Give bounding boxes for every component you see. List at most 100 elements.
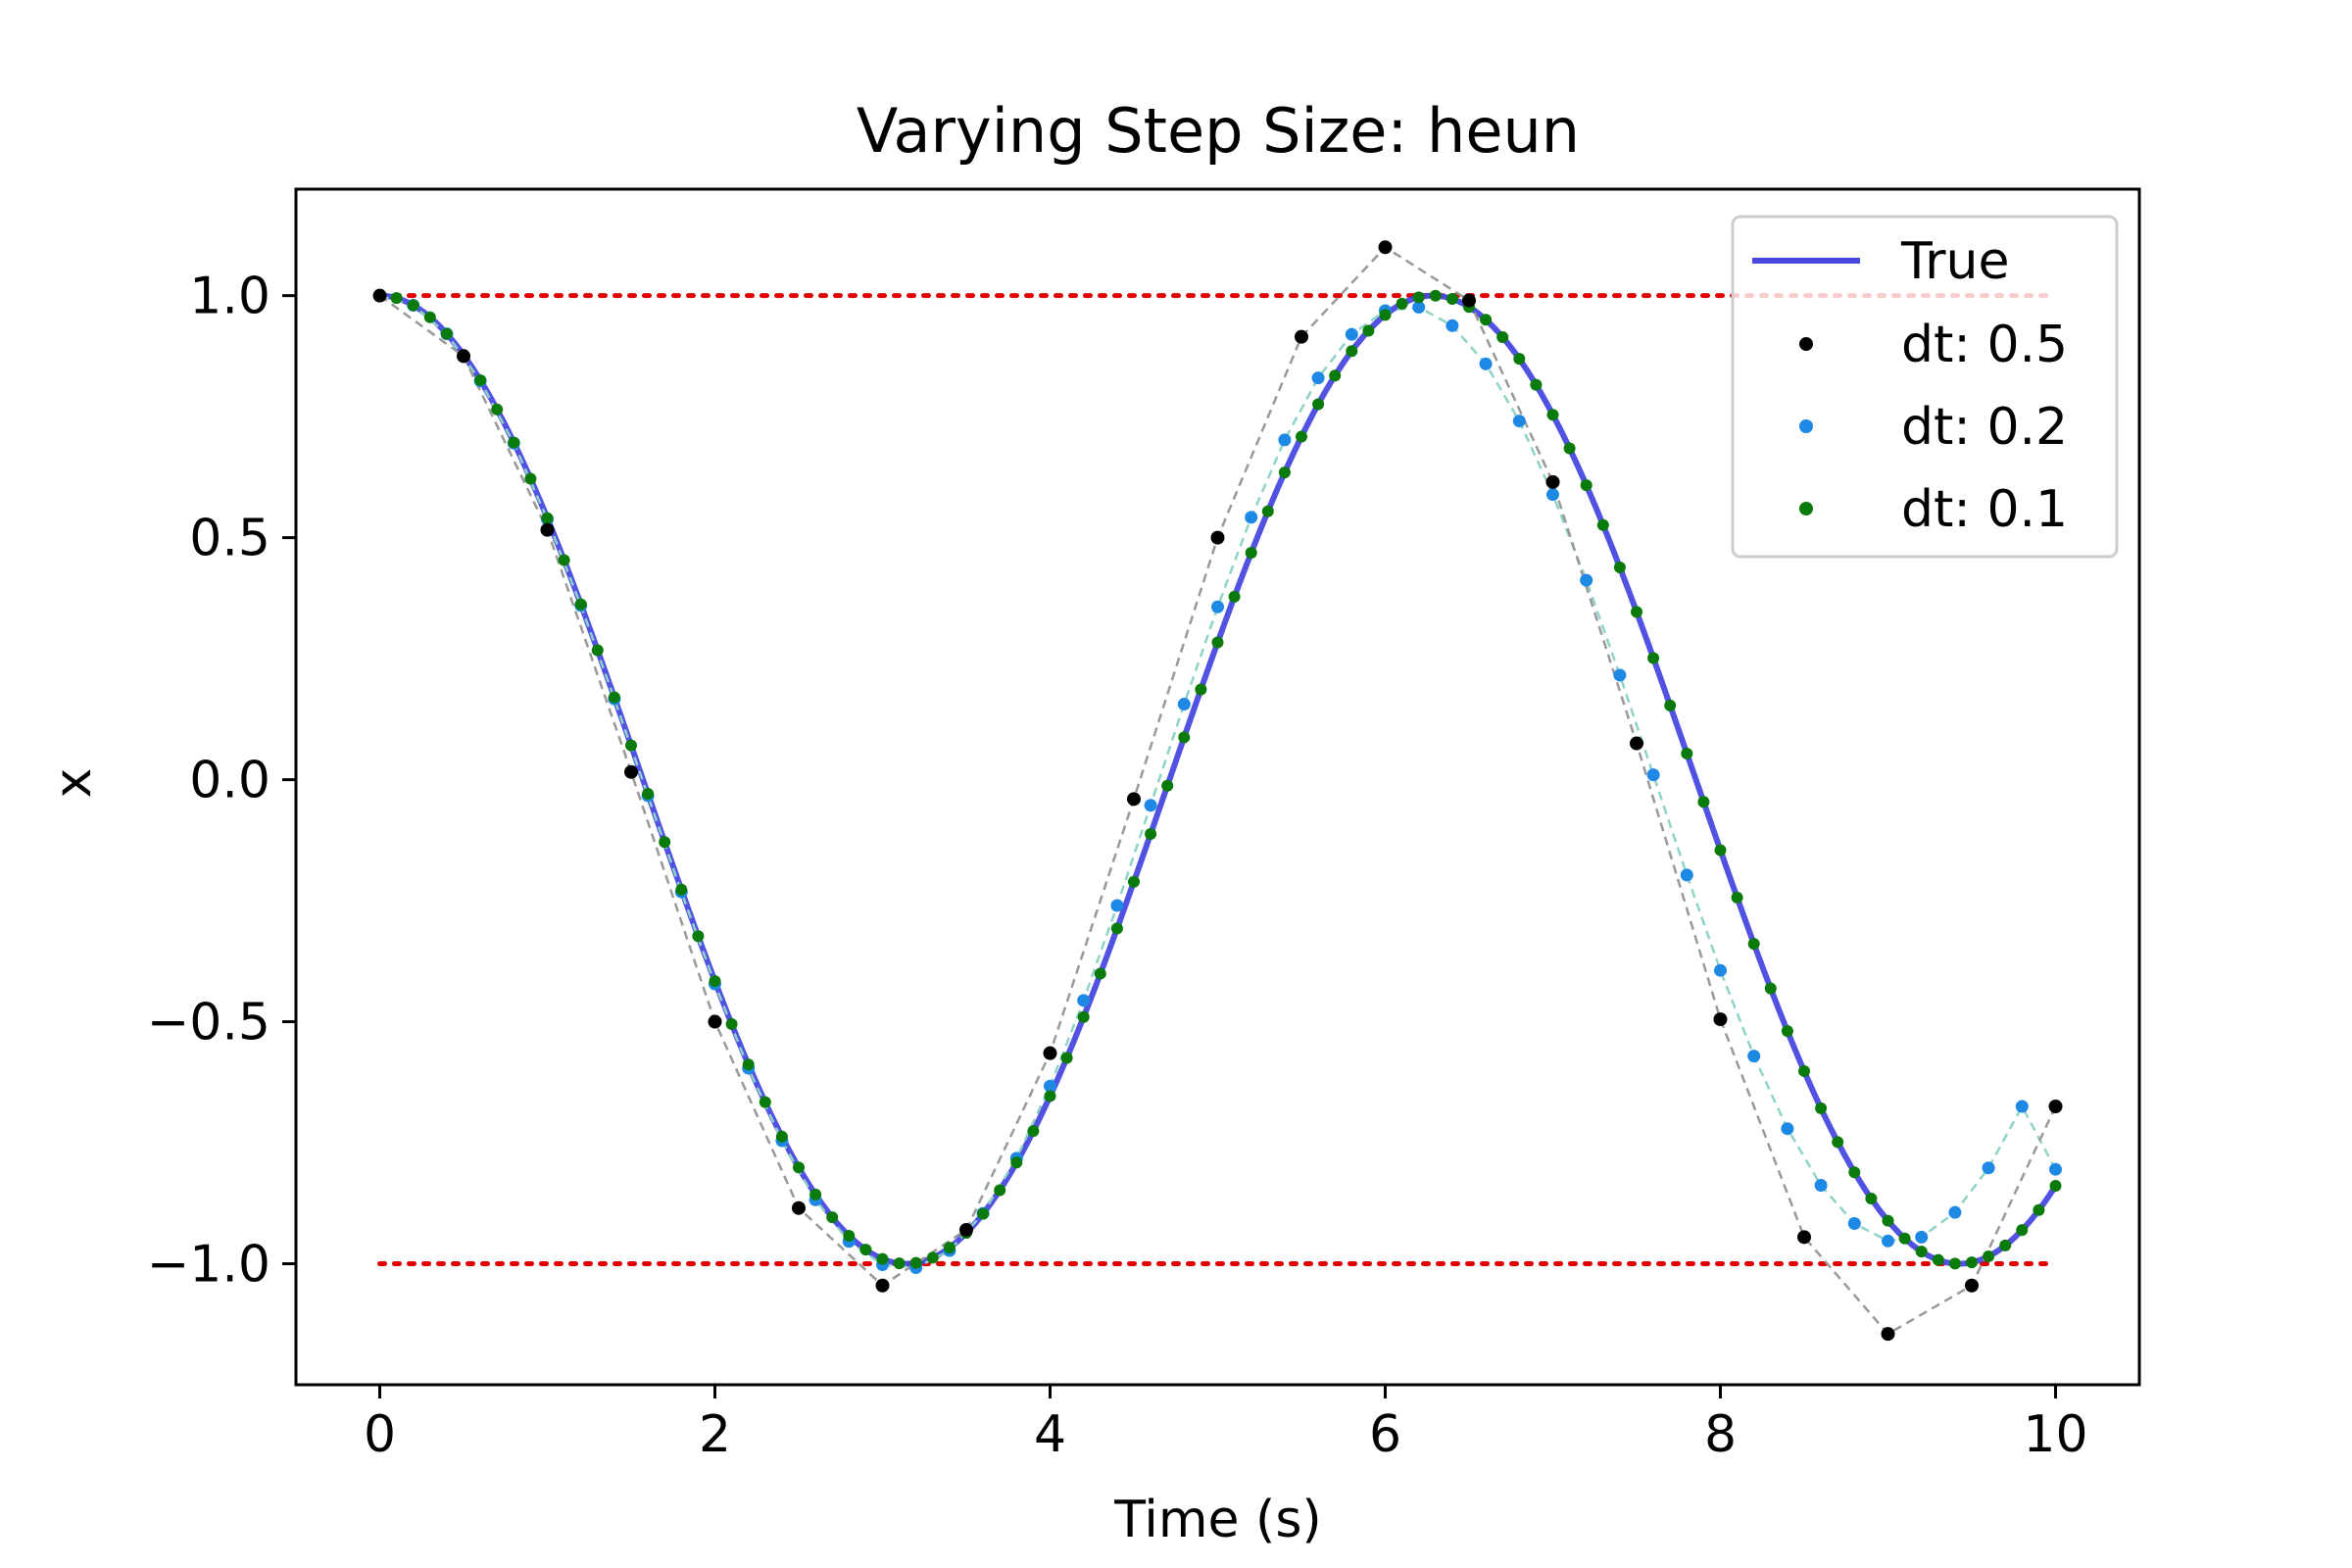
point-dt-0-1 [709,975,721,988]
point-dt-0-1 [574,598,587,611]
point-dt-0-5 [1378,240,1393,255]
plot-frame [294,187,2141,1387]
x-tick-label: 6 [1369,1405,1401,1464]
point-dt-0-1 [1948,1257,1961,1270]
y-tick-label: −1.0 [147,1236,270,1295]
y-tick-label: 1.0 [189,268,270,326]
point-dt-0-1 [1781,1025,1793,1038]
point-dt-0-2 [1211,600,1224,613]
legend: True dt: 0.5 dt: 0.2 dt: 0.1 [1731,215,2119,559]
legend-marker-dt-0-2 [1799,419,1813,433]
legend-label-dt-0-2: dt: 0.2 [1901,398,2068,457]
point-dt-0-1 [1044,1090,1056,1102]
point-dt-0-2 [1110,899,1124,912]
point-dt-0-1 [1664,699,1677,711]
point-dt-0-2 [1646,768,1660,782]
point-dt-0-1 [759,1096,771,1108]
point-dt-0-2 [1847,1217,1861,1231]
point-dt-0-1 [1764,982,1777,995]
point-dt-0-1 [826,1211,839,1224]
point-dt-0-1 [1429,289,1442,302]
point-dt-0-2 [1546,488,1559,502]
point-dt-0-1 [608,691,620,704]
point-dt-0-1 [1915,1246,1928,1258]
point-dt-0-5 [1713,1012,1728,1027]
point-dt-0-1 [1094,967,1106,980]
point-dt-0-1 [1613,561,1626,573]
y-tick-label: −0.5 [147,994,270,1053]
chart-title: Varying Step Size: heun [857,95,1580,167]
point-dt-0-1 [1228,590,1241,603]
point-dt-0-1 [558,554,570,566]
point-dt-0-5 [624,764,638,779]
point-dt-0-5 [2048,1099,2063,1113]
y-axis: 1.0 0.5 0.0 −0.5 −1.0 [147,268,296,1295]
point-dt-0-2 [1044,1079,1056,1093]
point-dt-0-2 [1680,868,1693,882]
point-dt-0-1 [1815,1102,1828,1114]
point-dt-0-1 [1530,378,1543,391]
point-dt-0-5 [875,1278,890,1293]
point-dt-0-1 [692,930,705,943]
point-dt-0-1 [1932,1253,1944,1266]
point-dt-0-2 [1311,371,1325,385]
point-dt-0-1 [1898,1232,1911,1245]
point-dt-0-1 [524,472,537,485]
point-dt-0-1 [440,327,453,340]
point-dt-0-5 [1545,474,1560,489]
point-dt-0-1 [793,1161,805,1174]
point-dt-0-1 [659,836,671,849]
point-dt-0-2 [1747,1050,1761,1063]
point-dt-0-1 [1329,369,1342,382]
point-dt-0-1 [1145,827,1157,840]
point-dt-0-2 [1144,799,1157,812]
point-dt-0-1 [1697,796,1710,808]
point-dt-0-1 [1027,1125,1040,1138]
point-dt-0-2 [1982,1161,1995,1175]
legend-marker-dt-0-5 [1799,337,1813,351]
point-dt-0-1 [725,1017,738,1030]
point-dt-0-1 [1261,505,1274,517]
point-dt-0-2 [1077,994,1091,1007]
point-dt-0-1 [943,1242,956,1254]
point-dt-0-5 [1797,1230,1811,1245]
legend-label-dt-0-1: dt: 0.1 [1901,480,2068,539]
point-dt-0-1 [1999,1239,2012,1251]
point-dt-0-1 [591,644,604,657]
point-dt-0-5 [1462,293,1476,308]
point-dt-0-2 [1714,963,1727,977]
point-dt-0-1 [1865,1193,1878,1205]
point-dt-0-1 [876,1252,889,1265]
point-dt-0-1 [1195,683,1207,696]
point-dt-0-1 [775,1130,788,1143]
point-dt-0-1 [1379,309,1392,321]
point-dt-0-1 [1446,293,1458,306]
point-dt-0-1 [1312,398,1325,411]
point-dt-0-1 [508,436,520,449]
x-tick-label: 10 [2023,1405,2087,1464]
point-dt-0-2 [1613,668,1627,682]
x-tick-label: 8 [1704,1405,1737,1464]
point-dt-0-2 [1814,1179,1828,1192]
point-dt-0-1 [423,311,436,323]
y-tick-label: 0.0 [189,752,270,810]
point-dt-0-2 [1781,1122,1794,1136]
point-dt-0-1 [1161,779,1174,792]
point-dt-0-1 [2016,1224,2029,1237]
point-dt-0-5 [1965,1278,1979,1293]
point-dt-0-1 [1496,330,1509,343]
x-axis: 0 2 4 6 8 10 [364,1385,2088,1464]
point-dt-0-1 [1681,747,1693,760]
point-dt-0-1 [1077,1010,1090,1023]
point-dt-0-1 [742,1058,755,1071]
point-dt-0-1 [2049,1180,2062,1193]
point-dt-0-1 [1966,1256,1978,1269]
point-dt-0-1 [994,1184,1006,1197]
legend-label-dt-0-5: dt: 0.5 [1901,316,2068,374]
point-dt-0-2 [1882,1234,1894,1248]
point-dt-0-1 [1245,547,1257,560]
point-dt-0-2 [1915,1230,1929,1244]
point-dt-0-2 [1948,1205,1962,1219]
point-dt-0-1 [491,403,504,416]
point-dt-0-1 [1513,353,1526,366]
